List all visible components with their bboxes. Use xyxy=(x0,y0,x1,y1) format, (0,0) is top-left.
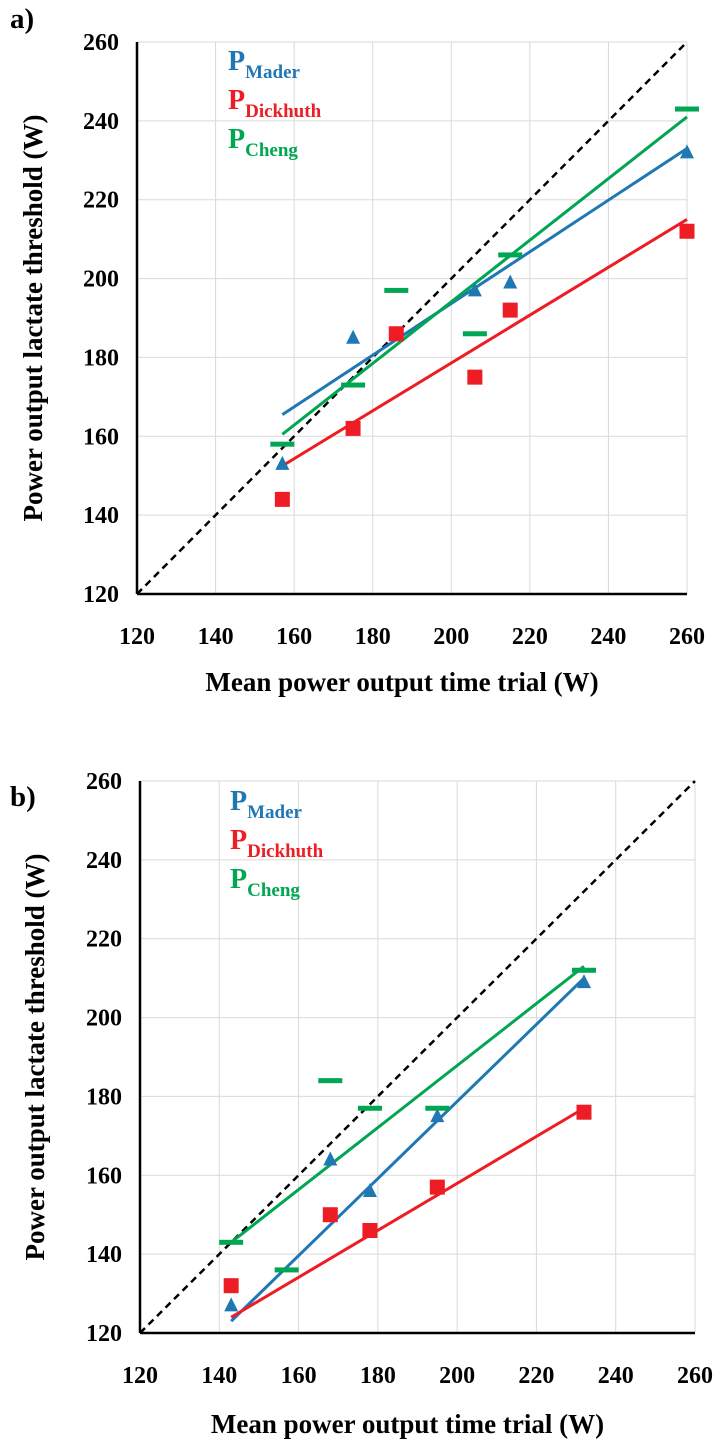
chart-panel-1: 120 140 160 180 200 220 240 260 120 140 160 180 200 2… xyxy=(10,3,705,697)
panel-tag: a) xyxy=(10,3,34,35)
x-axis-label: Mean power output time trial (W) xyxy=(205,667,598,697)
trend-line-mader xyxy=(281,147,688,416)
data-point-dickhuth xyxy=(345,420,361,436)
x-tick-label: 180 xyxy=(355,624,391,650)
data-point-dickhuth xyxy=(576,1104,592,1120)
x-tick-label: 120 xyxy=(119,624,155,650)
y-tick-label: 200 xyxy=(83,267,119,293)
x-tick-label: 260 xyxy=(677,1363,713,1389)
chart-panel-2: 120 140 160 180 200 220 240 260 120 140 160 180 200 2… xyxy=(10,769,713,1439)
data-point-cheng xyxy=(318,1078,343,1084)
data-point-mader xyxy=(680,144,694,159)
panel-tag: b) xyxy=(10,781,36,813)
trend-line-dickhuth xyxy=(230,1106,585,1319)
legend-entry-cheng: PCheng xyxy=(230,864,300,901)
data-point-mader xyxy=(430,1108,445,1123)
x-tick-label: 260 xyxy=(669,624,705,650)
data-point-mader xyxy=(503,274,518,289)
y-tick-label: 160 xyxy=(86,1163,122,1189)
x-tick-label: 180 xyxy=(360,1363,396,1389)
data-point-dickhuth xyxy=(223,1278,239,1294)
data-point-dickhuth xyxy=(362,1222,378,1238)
data-point-cheng xyxy=(341,382,366,388)
data-point-dickhuth xyxy=(502,302,518,318)
y-tick-label: 140 xyxy=(83,503,119,529)
x-tick-label: 140 xyxy=(201,1363,237,1389)
data-point-dickhuth xyxy=(322,1207,338,1223)
data-point-cheng xyxy=(384,287,409,293)
x-tick-label: 140 xyxy=(198,624,234,650)
identity-line xyxy=(136,41,688,595)
legend-entry-dickhuth: PDickhuth xyxy=(228,85,322,122)
data-point-cheng xyxy=(219,1239,244,1245)
y-tick-label: 260 xyxy=(86,769,122,795)
data-point-mader xyxy=(467,282,482,297)
y-tick-label: 140 xyxy=(86,1242,122,1268)
identity-line xyxy=(139,780,696,1334)
data-point-cheng xyxy=(357,1105,382,1111)
data-point-dickhuth xyxy=(274,491,290,507)
y-tick-label: 180 xyxy=(86,1084,122,1110)
x-tick-label: 200 xyxy=(433,624,469,650)
data-point-cheng xyxy=(425,1105,450,1111)
data-point-mader xyxy=(577,974,591,989)
legend-entry-mader: PMader xyxy=(230,786,303,823)
x-tick-label: 240 xyxy=(598,1363,634,1389)
data-point-dickhuth xyxy=(467,369,483,385)
trend-line-cheng xyxy=(230,965,585,1244)
trend-line-dickhuth xyxy=(281,218,688,468)
x-tick-label: 220 xyxy=(518,1363,554,1389)
data-point-dickhuth xyxy=(388,326,404,342)
data-point-dickhuth xyxy=(429,1179,445,1195)
x-tick-label: 200 xyxy=(439,1363,475,1389)
y-tick-label: 240 xyxy=(86,848,122,874)
data-point-mader xyxy=(275,455,290,470)
legend-entry-mader: PMader xyxy=(228,46,301,83)
x-tick-label: 120 xyxy=(122,1363,158,1389)
y-tick-label: 120 xyxy=(86,1321,122,1347)
y-tick-label: 220 xyxy=(86,927,122,953)
y-axis-label: Power output lactate threshold (W) xyxy=(18,115,48,522)
data-point-mader xyxy=(224,1297,239,1312)
data-point-cheng xyxy=(675,106,699,112)
data-point-mader xyxy=(346,329,361,344)
trend-line-mader xyxy=(230,977,586,1323)
y-tick-label: 220 xyxy=(83,188,119,214)
y-tick-label: 180 xyxy=(83,345,119,371)
data-point-cheng xyxy=(498,252,523,258)
y-tick-label: 120 xyxy=(83,582,119,608)
y-tick-label: 260 xyxy=(83,30,119,56)
x-tick-label: 240 xyxy=(590,624,626,650)
data-point-cheng xyxy=(572,967,596,973)
data-point-mader xyxy=(362,1183,377,1198)
data-point-dickhuth xyxy=(679,223,695,239)
data-point-cheng xyxy=(462,331,487,337)
y-axis-label: Power output lactate threshold (W) xyxy=(20,854,50,1261)
data-point-mader xyxy=(323,1151,338,1166)
trend-line-cheng xyxy=(281,115,688,436)
data-point-cheng xyxy=(270,441,295,447)
y-tick-label: 200 xyxy=(86,1006,122,1032)
x-tick-label: 160 xyxy=(276,624,312,650)
y-tick-label: 160 xyxy=(83,424,119,450)
data-point-cheng xyxy=(274,1267,299,1273)
x-axis-label: Mean power output time trial (W) xyxy=(211,1409,604,1439)
y-tick-label: 240 xyxy=(83,109,119,135)
x-tick-label: 220 xyxy=(512,624,548,650)
legend-entry-dickhuth: PDickhuth xyxy=(230,825,324,862)
legend-entry-cheng: PCheng xyxy=(228,124,298,161)
x-tick-label: 160 xyxy=(281,1363,317,1389)
